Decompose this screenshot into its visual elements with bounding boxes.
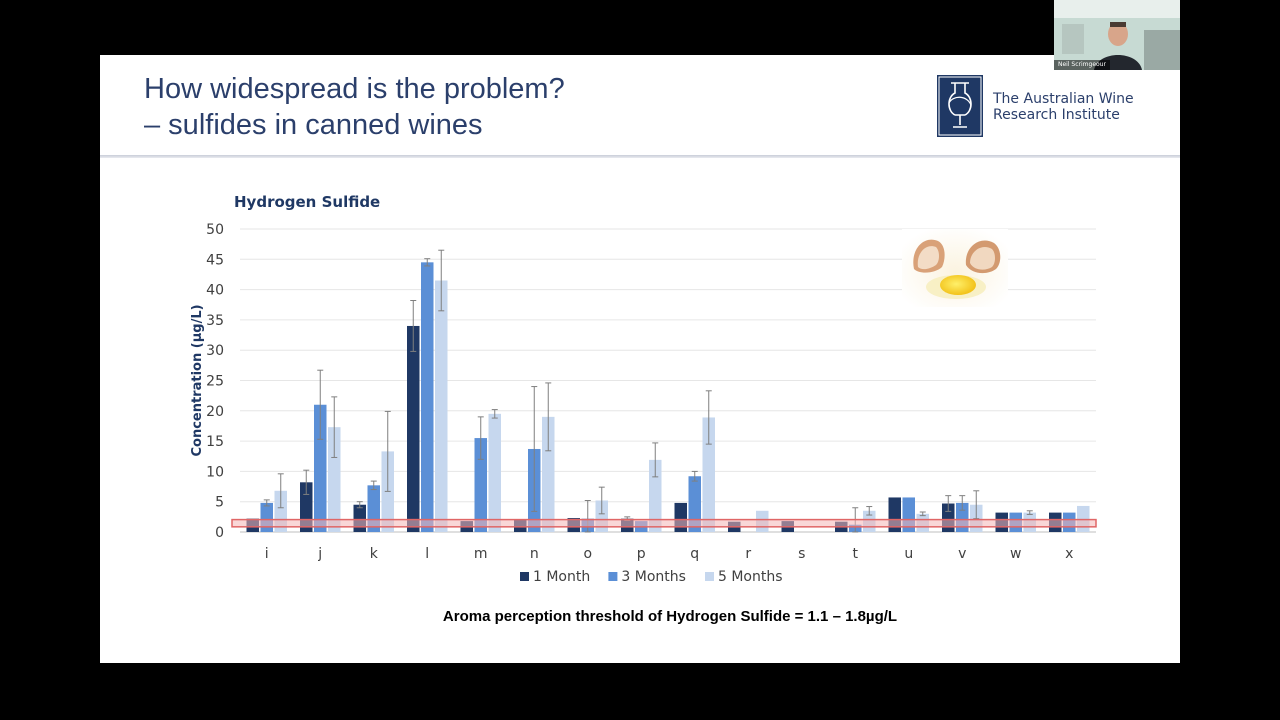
y-tick-label: 0	[215, 525, 224, 541]
bar	[542, 416, 555, 532]
legend-label: 1 Month	[533, 569, 590, 585]
y-tick-label: 10	[206, 464, 224, 480]
x-tick-label: j	[317, 546, 322, 562]
slide-title: How widespread is the problem? – sulfide…	[144, 71, 565, 143]
legend-swatch	[705, 572, 714, 581]
x-tick-label: v	[958, 546, 966, 562]
logo-text: The Australian Wine Research Institute	[993, 91, 1134, 123]
legend-label: 3 Months	[621, 569, 686, 585]
slide: How widespread is the problem? – sulfide…	[100, 55, 1180, 663]
bar	[435, 280, 448, 532]
legend-swatch	[520, 572, 529, 581]
x-tick-label: t	[853, 546, 859, 562]
webcam-participant-name: Neil Scrimgeour	[1054, 60, 1110, 70]
title-divider	[100, 155, 1180, 158]
bar	[421, 262, 434, 532]
y-tick-label: 20	[206, 404, 224, 420]
bar	[407, 325, 420, 532]
bar	[488, 413, 501, 532]
y-tick-label: 5	[215, 495, 224, 511]
y-tick-label: 30	[206, 343, 224, 359]
y-tick-label: 45	[206, 252, 224, 268]
logo-text-line-1: The Australian Wine	[993, 91, 1134, 107]
y-tick-label: 25	[206, 374, 224, 390]
x-tick-label: l	[425, 546, 429, 562]
x-tick-label: u	[904, 546, 913, 562]
bar	[674, 502, 687, 532]
x-tick-label: q	[690, 546, 699, 562]
x-tick-label: m	[474, 546, 488, 562]
x-tick-label: i	[265, 546, 269, 562]
bar	[353, 504, 366, 532]
bar	[702, 417, 715, 532]
x-tick-label: r	[745, 546, 751, 562]
awri-logo: The Australian Wine Research Institute	[937, 75, 1137, 139]
slide-title-line-1: How widespread is the problem?	[144, 73, 565, 105]
x-tick-label: p	[637, 546, 646, 562]
chart-title: Hydrogen Sulfide	[234, 193, 381, 211]
bar	[260, 502, 273, 532]
threshold-band	[231, 518, 1097, 528]
bar	[474, 438, 487, 532]
bar	[314, 404, 327, 532]
logo-text-line-2: Research Institute	[993, 107, 1120, 123]
bar	[688, 476, 701, 532]
y-axis-label: Concentration (µg/L)	[190, 304, 205, 456]
x-tick-label: x	[1065, 546, 1073, 562]
legend-swatch	[608, 572, 618, 581]
y-tick-label: 40	[206, 283, 224, 299]
x-tick-label: o	[583, 546, 592, 562]
threshold-note: Aroma perception threshold of Hydrogen S…	[442, 608, 898, 625]
y-tick-label: 35	[206, 313, 224, 329]
bar	[649, 459, 662, 532]
x-tick-label: w	[1010, 546, 1021, 562]
cracked-egg-icon	[902, 229, 1008, 307]
slide-title-line-2: – sulfides in canned wines	[144, 109, 483, 141]
y-tick-label: 15	[206, 434, 224, 450]
webcam-video-icon	[1054, 0, 1180, 70]
x-tick-label: k	[370, 546, 379, 562]
legend-label: 5 Months	[718, 569, 783, 585]
bar	[328, 427, 341, 532]
webcam-thumbnail[interactable]: Neil Scrimgeour	[1054, 0, 1180, 70]
wine-glass-logo-icon	[937, 75, 983, 137]
y-tick-label: 50	[206, 222, 224, 238]
bar-chart: 0 5 10 15 20 25 30 35 40 45 50 Concentration (µg/L)…	[190, 222, 1097, 585]
x-tick-label: n	[530, 546, 539, 562]
x-tick-label: s	[798, 546, 805, 562]
